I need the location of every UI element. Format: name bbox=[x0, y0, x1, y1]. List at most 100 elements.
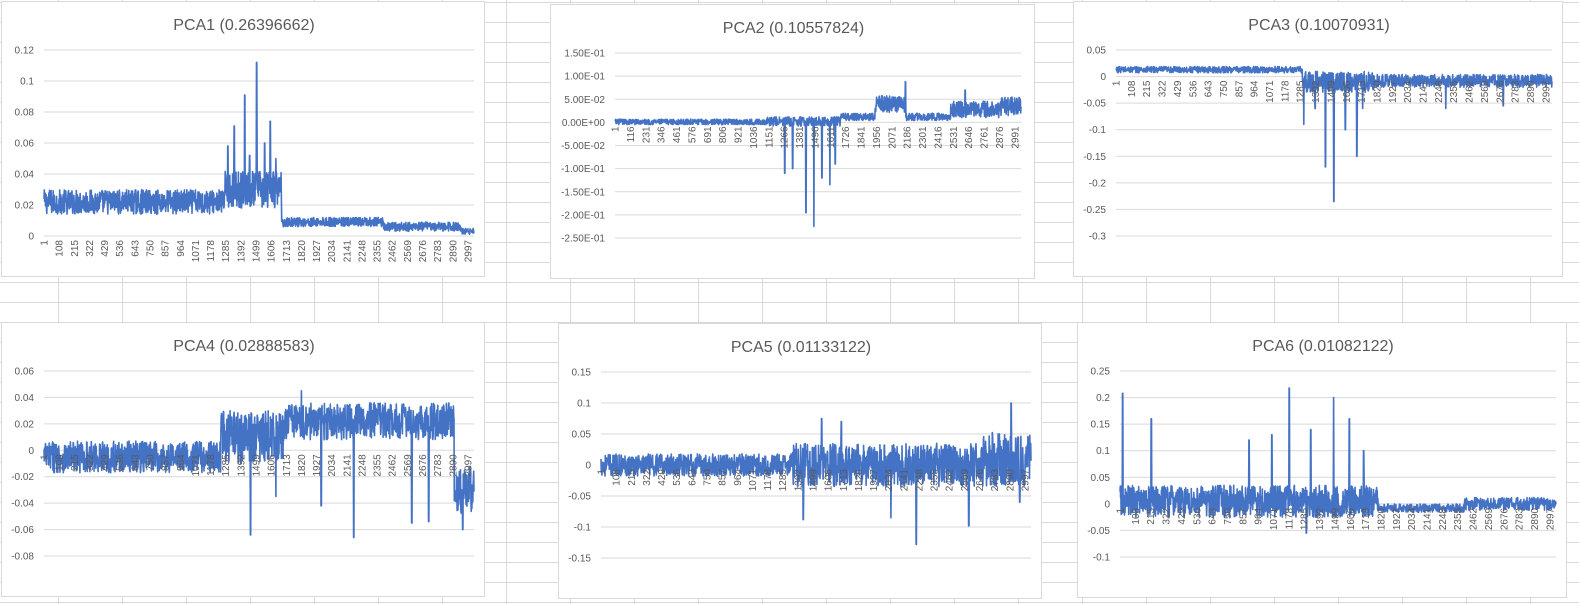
x-tick-label: 1499 bbox=[1330, 507, 1341, 530]
chart-pca2[interactable]: PCA2 (0.10557824) -2.50E-01 -2.00E-01 -1.50… bbox=[550, 4, 1035, 279]
y-tick-label: 0.06 bbox=[15, 367, 35, 378]
y-tick-label: 1.50E-01 bbox=[564, 49, 605, 60]
y-tick-label: 0 bbox=[1100, 72, 1106, 83]
x-tick-label: 1927 bbox=[312, 454, 323, 477]
x-tick-label: 1820 bbox=[854, 469, 865, 492]
x-tick-label: 2141 bbox=[1419, 80, 1430, 103]
x-tick-label: 461 bbox=[672, 126, 683, 143]
x-tick-label: 2569 bbox=[1480, 80, 1491, 103]
x-tick-label: 1 bbox=[1116, 507, 1127, 513]
x-tick-label: 2141 bbox=[342, 240, 353, 263]
chart-pca5[interactable]: PCA5 (0.01133122) -0.15 -0.1 -0.05 0 0.05 0.1 0… bbox=[558, 323, 1042, 599]
x-tick-label: 1820 bbox=[1373, 80, 1384, 103]
x-tick-label: 750 bbox=[146, 454, 157, 471]
x-tick-label: 1285 bbox=[221, 240, 232, 263]
x-tick-label: 1713 bbox=[1361, 507, 1372, 530]
x-tick-label: 116 bbox=[626, 126, 637, 142]
y-tick-label: 5.00E-02 bbox=[564, 95, 605, 106]
x-tick-label: 2876 bbox=[995, 126, 1006, 149]
y-tick-label: -0.2 bbox=[1089, 178, 1107, 189]
x-tick-label: 322 bbox=[642, 469, 653, 486]
chart-pca1[interactable]: PCA1 (0.26396662) 0 0.02 0.04 0.06 0.08 0.1 0.1… bbox=[1, 1, 485, 277]
x-tick-label: 1151 bbox=[764, 126, 775, 148]
y-tick-label: 0 bbox=[585, 461, 591, 472]
x-tick-label: 2141 bbox=[1423, 507, 1434, 530]
x-tick-label: 1726 bbox=[841, 126, 852, 149]
x-tick-label: 2462 bbox=[388, 454, 399, 477]
chart-title: PCA2 (0.10557824) bbox=[723, 20, 864, 37]
x-tick-label: 1927 bbox=[1388, 80, 1399, 103]
x-tick-label: 2248 bbox=[1438, 507, 1449, 530]
x-tick-label: 2569 bbox=[403, 454, 414, 477]
x-tick-label: 1713 bbox=[1357, 80, 1368, 103]
x-tick-label: 1178 bbox=[1280, 80, 1291, 102]
x-tick-label: 1178 bbox=[206, 240, 217, 262]
y-tick-label: 0.1 bbox=[1096, 446, 1110, 457]
y-tick-label: 0.02 bbox=[15, 201, 35, 212]
x-tick-label: 857 bbox=[1234, 80, 1245, 97]
series-line bbox=[614, 80, 1022, 228]
x-tick-label: 2416 bbox=[934, 126, 945, 149]
x-tick-label: 1285 bbox=[778, 469, 789, 492]
x-tick-label: 1285 bbox=[1296, 80, 1307, 103]
x-tick-label: 2997 bbox=[463, 240, 474, 263]
x-tick-label: 1392 bbox=[1315, 507, 1326, 530]
x-tick-label: 2676 bbox=[975, 469, 986, 492]
chart-pca4[interactable]: PCA4 (0.02888583) -0.08 -0.06 -0.04 -0.02 0 0.… bbox=[1, 322, 485, 597]
y-tick-label: -0.15 bbox=[1083, 152, 1106, 163]
x-tick-label: 108 bbox=[1131, 507, 1142, 524]
x-tick-label: 2646 bbox=[964, 126, 975, 149]
x-tick-label: 1381 bbox=[795, 126, 806, 149]
x-tick-label: 2997 bbox=[1545, 507, 1556, 530]
x-tick-label: 1606 bbox=[1346, 507, 1357, 530]
x-tick-label: 2676 bbox=[418, 454, 429, 477]
chart-svg: PCA3 (0.10070931) -0.3 -0.25 -0.2 -0.15 -0.1 -… bbox=[1083, 17, 1553, 243]
series-line bbox=[43, 61, 475, 235]
chart-title: PCA4 (0.02888583) bbox=[173, 338, 314, 355]
x-tick-label: 2890 bbox=[448, 454, 459, 477]
x-tick-label: 2997 bbox=[1020, 469, 1031, 492]
x-tick-label: 1606 bbox=[824, 469, 835, 492]
x-tick-label: 322 bbox=[85, 454, 96, 471]
x-tick-label: 750 bbox=[1219, 80, 1230, 97]
y-tick-label: 0.04 bbox=[15, 170, 35, 181]
x-tick-label: 429 bbox=[100, 240, 111, 257]
series-line bbox=[1115, 65, 1553, 203]
y-tick-label: 0 bbox=[28, 232, 34, 243]
chart-pca3[interactable]: PCA3 (0.10070931) -0.3 -0.25 -0.2 -0.15 -0.1 -… bbox=[1073, 1, 1563, 277]
y-tick-label: 0.15 bbox=[1091, 420, 1111, 431]
x-tick-label: 1178 bbox=[1284, 507, 1295, 529]
x-tick-label: 750 bbox=[703, 469, 714, 486]
x-tick-label: 2034 bbox=[327, 240, 338, 263]
x-tick-label: 215 bbox=[70, 454, 81, 471]
x-tick-label: 750 bbox=[1223, 507, 1234, 524]
x-tick-label: 643 bbox=[130, 454, 141, 471]
x-tick-label: 429 bbox=[1177, 507, 1188, 524]
x-tick-label: 429 bbox=[100, 454, 111, 471]
x-tick-label: 536 bbox=[115, 240, 126, 257]
chart-title: PCA5 (0.01133122) bbox=[731, 339, 871, 356]
x-tick-label: 1820 bbox=[297, 240, 308, 263]
x-tick-label: 1036 bbox=[749, 126, 760, 149]
x-tick-label: 346 bbox=[657, 126, 668, 143]
x-tick-label: 429 bbox=[657, 469, 668, 486]
x-tick-label: 215 bbox=[1146, 507, 1157, 524]
chart-title: PCA1 (0.26396662) bbox=[173, 17, 314, 34]
x-tick-label: 2890 bbox=[1526, 80, 1537, 103]
y-tick-label: -0.1 bbox=[574, 523, 592, 534]
y-tick-label: 0.12 bbox=[15, 46, 35, 57]
y-tick-label: -1.50E-01 bbox=[561, 187, 605, 198]
chart-svg: PCA1 (0.26396662) 0 0.02 0.04 0.06 0.08 0.1 0.1… bbox=[15, 17, 475, 263]
y-tick-label: -0.02 bbox=[11, 472, 34, 483]
x-tick-label: 1927 bbox=[312, 240, 323, 263]
x-tick-label: 322 bbox=[1162, 507, 1173, 524]
x-tick-label: 2569 bbox=[960, 469, 971, 492]
x-tick-label: 964 bbox=[1250, 80, 1261, 97]
y-tick-label: 0 bbox=[1104, 499, 1110, 510]
y-tick-label: 0.25 bbox=[1091, 367, 1111, 378]
x-tick-label: 1713 bbox=[282, 454, 293, 477]
chart-svg: PCA4 (0.02888583) -0.08 -0.06 -0.04 -0.02 0 0.… bbox=[11, 338, 475, 563]
chart-pca6[interactable]: PCA6 (0.01082122) -0.1 -0.05 0 0.05 0.1 0.15 0.… bbox=[1077, 322, 1567, 598]
y-tick-label: 0.02 bbox=[15, 419, 35, 430]
x-tick-label: 1611 bbox=[826, 126, 837, 148]
